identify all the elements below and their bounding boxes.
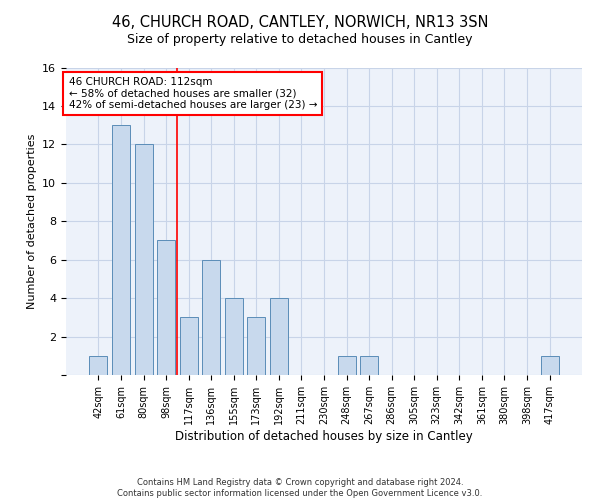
Bar xyxy=(225,298,243,375)
Y-axis label: Number of detached properties: Number of detached properties xyxy=(26,134,37,309)
Bar xyxy=(202,260,220,375)
Bar xyxy=(338,356,356,375)
Text: 46 CHURCH ROAD: 112sqm
← 58% of detached houses are smaller (32)
42% of semi-det: 46 CHURCH ROAD: 112sqm ← 58% of detached… xyxy=(68,76,317,110)
Bar xyxy=(541,356,559,375)
Bar xyxy=(89,356,107,375)
Bar xyxy=(179,318,198,375)
Bar xyxy=(360,356,378,375)
Text: Size of property relative to detached houses in Cantley: Size of property relative to detached ho… xyxy=(127,32,473,46)
Bar xyxy=(112,125,130,375)
X-axis label: Distribution of detached houses by size in Cantley: Distribution of detached houses by size … xyxy=(175,430,473,442)
Bar xyxy=(270,298,288,375)
Bar xyxy=(157,240,175,375)
Bar xyxy=(247,318,265,375)
Bar xyxy=(134,144,152,375)
Text: Contains HM Land Registry data © Crown copyright and database right 2024.
Contai: Contains HM Land Registry data © Crown c… xyxy=(118,478,482,498)
Text: 46, CHURCH ROAD, CANTLEY, NORWICH, NR13 3SN: 46, CHURCH ROAD, CANTLEY, NORWICH, NR13 … xyxy=(112,15,488,30)
